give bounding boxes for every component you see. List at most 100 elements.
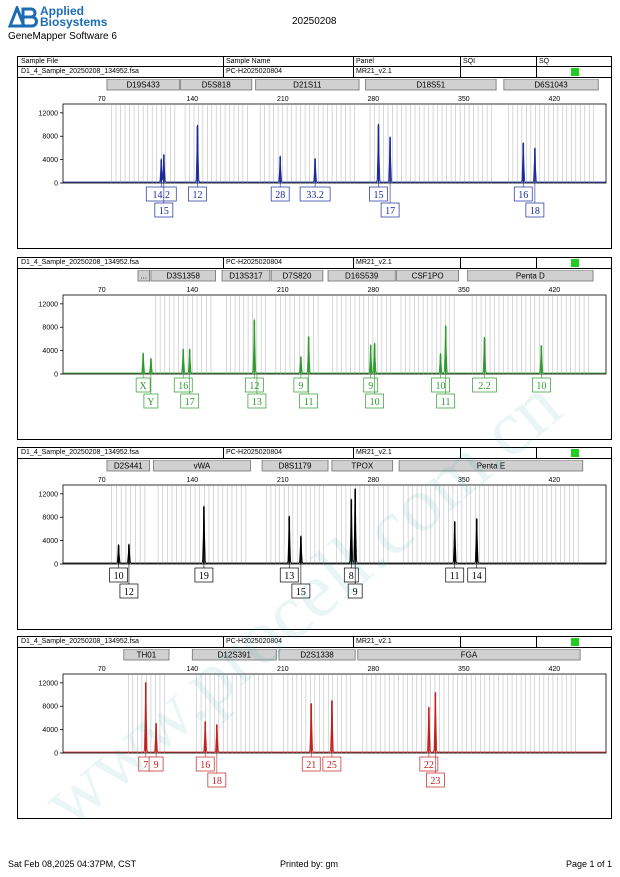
allele-label: 9 (154, 760, 159, 771)
locus-bar: CSF1PO (396, 270, 460, 282)
allele-label: 10 (370, 397, 380, 408)
allele-label: 22 (424, 760, 434, 771)
locus-bar: D6S1043 (503, 79, 599, 91)
sq-status-indicator (571, 449, 579, 457)
locus-name: D16S539 (345, 272, 379, 281)
allele-label: 11 (450, 571, 460, 582)
x-tick-label: 140 (186, 666, 198, 673)
locus-bar-box (255, 79, 360, 91)
allele-label: 14 (472, 571, 482, 582)
panel-name: MR21_v2.1 (356, 638, 392, 645)
locus-bar-box (221, 270, 271, 282)
brand-line-1: Applied (40, 4, 84, 18)
panel-name: MR21_v2.1 (356, 68, 392, 75)
y-tick-label: 12000 (39, 301, 59, 308)
allele-label: 18 (530, 206, 540, 217)
signal-trace (63, 319, 606, 374)
allele-label: 17 (185, 397, 195, 408)
allele-box (270, 186, 290, 202)
locus-bar: D5S818 (180, 79, 253, 91)
locus-name: D3S1358 (167, 272, 201, 281)
allele-box (207, 772, 227, 788)
locus-bar-box (396, 270, 460, 282)
allele-box (173, 377, 193, 393)
x-tick-label: 210 (277, 666, 289, 673)
locus-bar: D21S11 (255, 79, 360, 91)
locus-bar: Penta D (467, 270, 594, 282)
allele-label: 21 (306, 760, 316, 771)
allele-box (247, 393, 267, 409)
y-tick-label: 4000 (42, 727, 58, 734)
locus-name: D8S1179 (279, 462, 312, 471)
allele-label: 9 (353, 587, 358, 598)
locus-bar-box (365, 79, 497, 91)
electropherogram-plot: D2S441 vWA D8S1179 TPOX Penta E70 140 210 280 35… (39, 460, 607, 599)
print-date: Sat Feb 08,2025 04:37PM, CST (8, 859, 137, 869)
col-sample-name: Sample Name (226, 58, 271, 65)
locus-bar: D13S317 (221, 270, 271, 282)
allele-box (148, 756, 164, 772)
printed-by: Printed by: gm (280, 859, 339, 869)
allele-box (279, 567, 299, 583)
locus-bar-box (137, 270, 151, 282)
locus-bar-box (191, 649, 277, 661)
sample-name: PC-H2025020804 (226, 638, 283, 645)
allele-box (299, 393, 318, 409)
allele-label: 25 (327, 760, 337, 771)
locus-bar-box (123, 649, 170, 661)
locus-bar: vWA (153, 460, 251, 472)
sample-name: PC-H2025020804 (226, 449, 283, 456)
col-sqi: SQI (463, 58, 476, 65)
y-tick-label: 4000 (42, 157, 58, 164)
sample-file-name: D1_4_Sample_20250208_134952.fsa (21, 638, 139, 645)
locus-name: CSF1PO (412, 272, 444, 281)
allele-box (472, 377, 497, 393)
locus-bar-box (270, 270, 324, 282)
allele-label: 16 (178, 381, 188, 392)
locus-name: D6S1043 (534, 81, 568, 90)
locus-name: FGA (461, 651, 478, 660)
locus-name: D13S317 (229, 272, 263, 281)
allele-label: 18 (212, 776, 222, 787)
locus-bar-box (331, 460, 394, 472)
allele-box (291, 583, 311, 599)
allele-label: 8 (349, 571, 354, 582)
allele-label: 10 (436, 381, 446, 392)
x-tick-label: 140 (186, 96, 198, 103)
allele-box (143, 393, 159, 409)
locus-bar: FGA (357, 649, 581, 661)
electropherogram-panel-green: D1_4_Sample_20250208_134952.fsa PC-H20250… (17, 257, 612, 440)
locus-bar-box (180, 79, 253, 91)
y-tick-label: 0 (54, 562, 58, 569)
locus-bar-box (503, 79, 599, 91)
electropherogram-panel-red: D1_4_Sample_20250208_134952.fsa PC-H20250… (17, 636, 612, 819)
allele-label: 15 (296, 587, 306, 598)
x-tick-label: 420 (548, 477, 560, 484)
locus-name: D18S51 (416, 81, 445, 90)
x-tick-label: 280 (367, 666, 379, 673)
signal-trace (63, 681, 606, 753)
y-tick-label: 8000 (42, 515, 58, 522)
allele-label: 12 (124, 587, 134, 598)
panel-header: D1_4_Sample_20250208_134952.fsa PC-H20250… (18, 637, 611, 648)
locus-name: TPOX (351, 462, 373, 471)
x-tick-label: 210 (277, 477, 289, 484)
allele-label: 7 (143, 760, 148, 771)
locus-bar: D12S391 (191, 649, 277, 661)
brand-line-2: Biosystems (40, 15, 108, 29)
panel-header: D1_4_Sample_20250208_134952.fsa PC-H20250… (18, 258, 611, 269)
x-tick-label: 280 (367, 477, 379, 484)
y-tick-label: 8000 (42, 325, 58, 332)
locus-name: D2S441 (114, 462, 143, 471)
allele-box (299, 186, 331, 202)
allele-label: 11 (304, 397, 314, 408)
panel-name: MR21_v2.1 (356, 449, 392, 456)
locus-bar-box (327, 270, 396, 282)
allele-box (431, 377, 450, 393)
signal-trace (63, 123, 606, 183)
run-id: 20250208 (292, 16, 337, 27)
brand-name: Applied Biosystems (40, 4, 108, 29)
locus-bar-box (150, 270, 216, 282)
allele-label: 9 (368, 381, 373, 392)
locus-bar-box (398, 460, 584, 472)
